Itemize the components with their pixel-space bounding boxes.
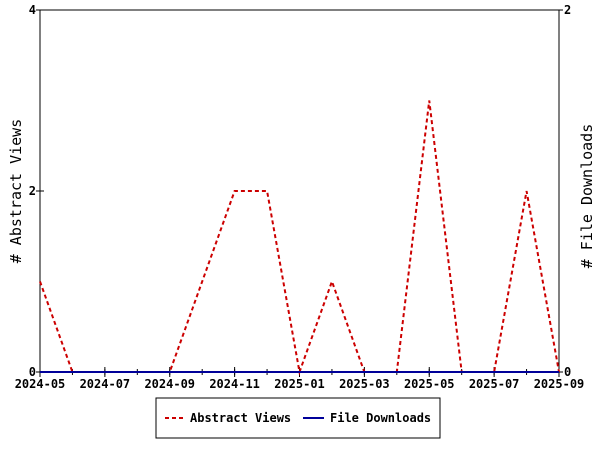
x-tick-label: 2025-03 <box>339 377 390 391</box>
y-left-tick-label: 0 <box>29 365 36 379</box>
y-axis-left-title: # Abstract Views <box>7 119 25 264</box>
series-layer <box>39 100 560 376</box>
y-left-tick-label: 2 <box>29 184 36 198</box>
x-tick-label: 2024-05 <box>15 377 66 391</box>
legend-label-file-downloads: File Downloads <box>330 411 431 425</box>
x-tick-label: 2024-11 <box>209 377 260 391</box>
y-left-tick-label: 4 <box>29 3 36 17</box>
x-tick-label: 2025-07 <box>469 377 520 391</box>
x-tick-label: 2024-09 <box>144 377 195 391</box>
x-tick-label: 2024-07 <box>80 377 131 391</box>
legend-box <box>155 397 441 439</box>
x-tick-label: 2025-01 <box>274 377 325 391</box>
y-right-tick-label: 2 <box>564 3 571 17</box>
plot-area <box>39 9 560 373</box>
x-tick-label: 2025-09 <box>534 377 585 391</box>
y-axis-right-title: # File Downloads <box>578 124 596 269</box>
x-tick-label: 2025-05 <box>404 377 455 391</box>
legend-label-abstract-views: Abstract Views <box>190 411 291 425</box>
y-right-tick-label: 0 <box>564 365 571 379</box>
legend: Abstract Views File Downloads <box>155 397 441 439</box>
